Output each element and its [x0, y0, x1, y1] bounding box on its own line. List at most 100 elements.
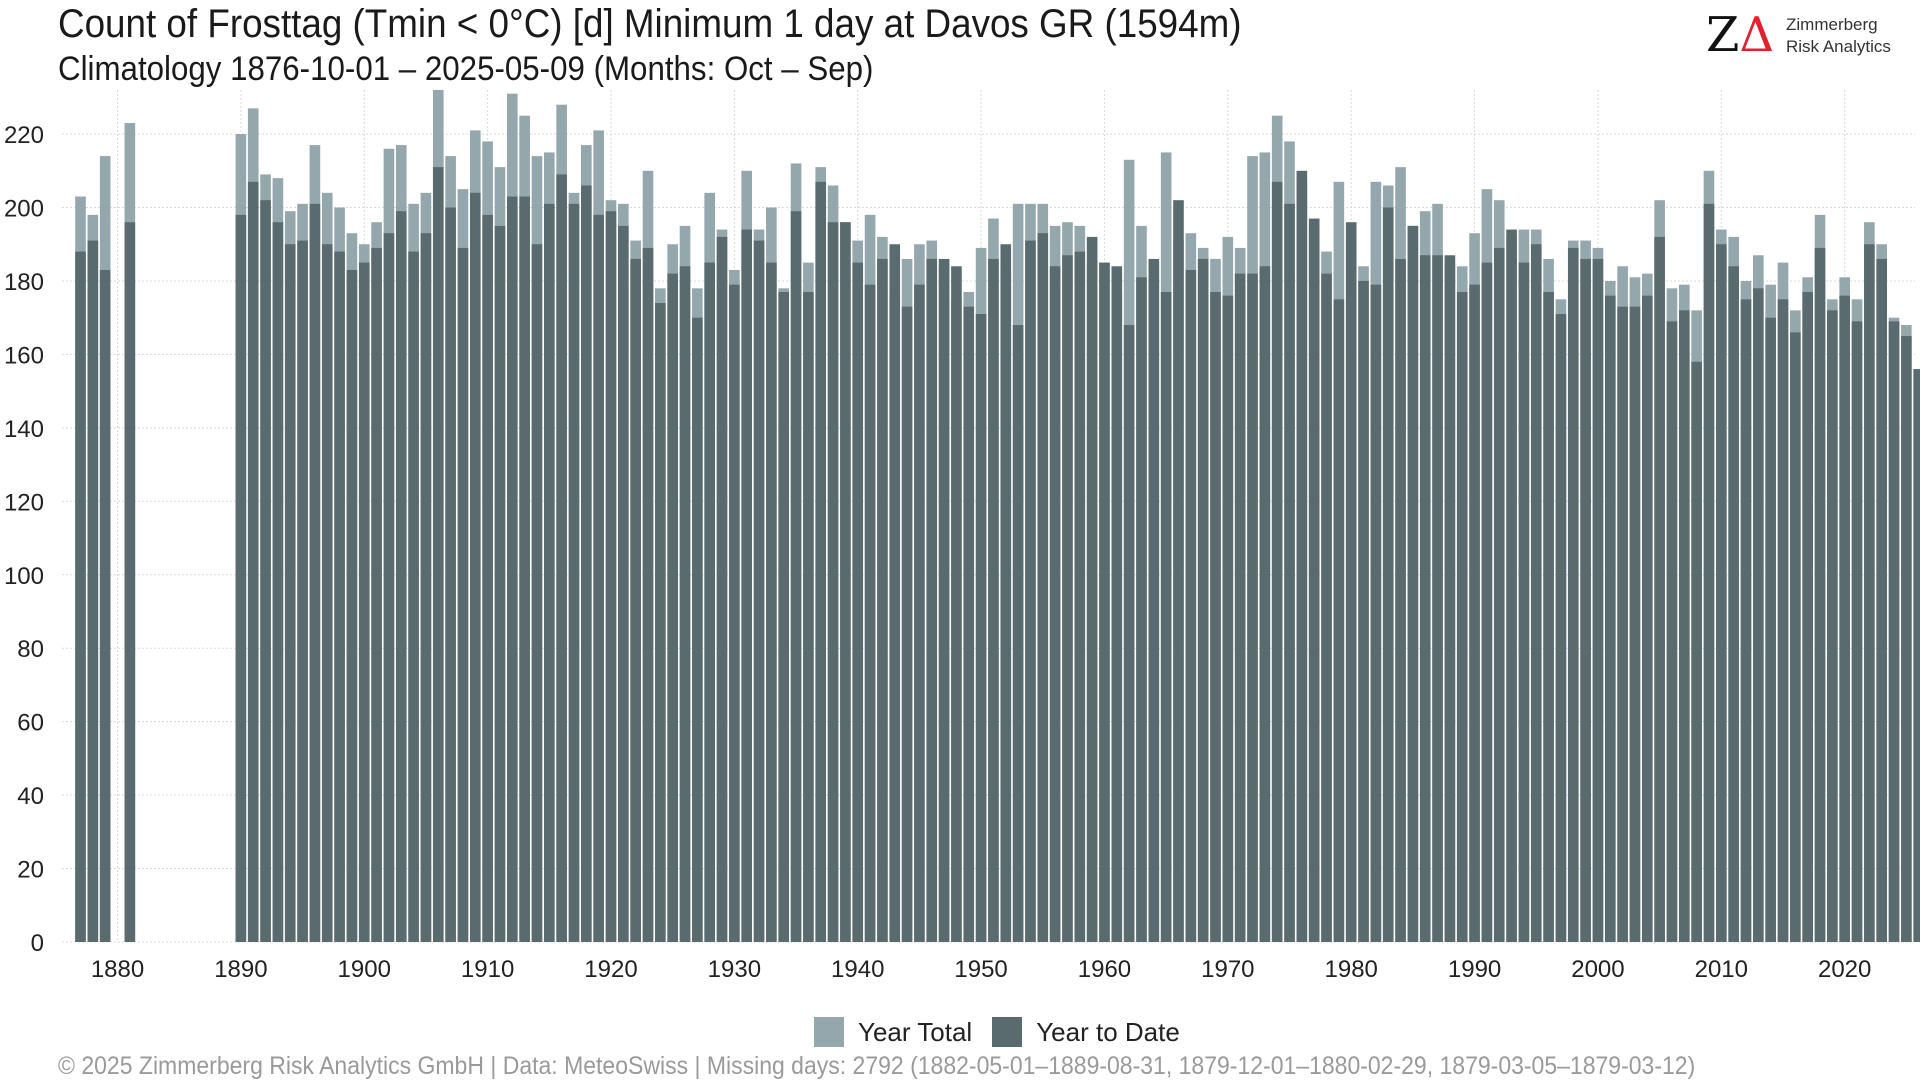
year-to-date-bar: [926, 258, 938, 942]
year-to-date-bar: [556, 174, 567, 942]
year-to-date-bar: [1469, 284, 1480, 942]
y-tick-label: 40: [17, 783, 44, 810]
year-to-date-bar: [1888, 321, 1900, 942]
y-tick-label: 220: [4, 122, 44, 149]
y-tick-label: 140: [4, 416, 44, 443]
y-tick-label: 200: [4, 196, 44, 223]
year-to-date-bar: [1222, 295, 1234, 943]
year-to-date-bar: [420, 233, 432, 943]
y-tick-label: 120: [4, 489, 44, 516]
year-to-date-bar: [482, 214, 493, 943]
year-to-date-bar: [679, 266, 691, 942]
year-to-date-bar: [1481, 262, 1493, 942]
year-to-date-bar: [469, 192, 481, 943]
year-to-date-bar: [1666, 321, 1678, 942]
x-tick-label: 1950: [954, 956, 1007, 983]
year-to-date-bar: [1839, 295, 1850, 943]
year-to-date-bar: [667, 273, 678, 942]
year-to-date-bar: [1025, 240, 1036, 942]
year-to-date-bar: [1740, 299, 1752, 942]
year-to-date-bar: [1345, 222, 1357, 942]
year-to-date-bar: [260, 200, 271, 942]
year-to-date-bar: [1333, 299, 1345, 942]
x-tick-label: 1910: [461, 956, 514, 983]
year-to-date-bar: [1765, 317, 1776, 942]
year-to-date-bar: [963, 306, 975, 942]
year-to-date-bar: [1814, 247, 1826, 942]
year-to-date-bar: [655, 303, 666, 942]
year-to-date-bar: [1197, 258, 1209, 942]
legend-swatch-year-total: [814, 1017, 844, 1047]
year-to-date-bar: [716, 236, 728, 942]
year-to-date-bar: [494, 225, 506, 943]
year-to-date-bar: [432, 167, 444, 942]
year-to-date-bar: [1456, 291, 1468, 942]
year-to-date-bar: [1777, 299, 1789, 942]
year-to-date-bar: [1802, 291, 1813, 942]
year-to-date-bar: [1629, 306, 1641, 942]
year-to-date-bar: [1567, 247, 1579, 942]
x-tick-label: 1880: [91, 956, 144, 983]
year-to-date-bar: [1308, 218, 1320, 942]
year-to-date-bar: [1543, 291, 1554, 942]
year-to-date-bar: [1234, 273, 1246, 942]
year-to-date-bar: [445, 207, 456, 943]
year-to-date-bar: [741, 229, 753, 942]
year-to-date-bar: [1210, 291, 1221, 942]
year-to-date-bar: [642, 247, 654, 942]
x-tick-label: 1980: [1325, 956, 1378, 983]
year-to-date-bar: [827, 222, 839, 942]
year-to-date-bar: [1370, 284, 1382, 942]
year-to-date-bar: [914, 284, 925, 942]
year-to-date-bar: [1518, 262, 1530, 942]
x-tick-label: 1890: [214, 956, 267, 983]
year-to-date-bar: [877, 258, 888, 942]
year-to-date-bar: [1099, 262, 1110, 942]
x-axis-tick-labels: 1880 1890 1900 1910 1920 1930 1940 1950 1960 1970…: [91, 956, 1872, 983]
year-to-date-bar: [852, 262, 864, 942]
year-to-date-bar: [284, 244, 296, 942]
legend-swatch-year-to-date: [992, 1017, 1023, 1047]
year-to-date-bar: [618, 225, 629, 943]
year-to-date-bar: [1580, 258, 1591, 942]
year-to-date-bar: [593, 214, 604, 943]
year-to-date-bar: [692, 317, 703, 942]
year-to-date-bar: [1851, 321, 1863, 942]
x-tick-label: 1960: [1078, 956, 1131, 983]
year-to-date-bar: [1617, 306, 1628, 942]
year-to-date-bar: [346, 269, 358, 943]
year-to-date-bar: [297, 240, 308, 942]
year-to-date-bar: [766, 262, 777, 942]
legend-item-year-total[interactable]: Year Total: [814, 1017, 972, 1048]
year-to-date-bar: [1827, 310, 1838, 942]
year-to-date-bar: [1037, 233, 1049, 943]
year-to-date-bar: [1074, 251, 1086, 943]
year-to-date-bar: [1790, 332, 1801, 943]
year-to-date-bar: [235, 214, 247, 943]
year-to-date-bar: [1358, 280, 1369, 942]
year-to-date-bar: [1062, 255, 1073, 943]
year-to-date-bar: [1321, 273, 1332, 942]
year-to-date-bar: [1444, 255, 1456, 943]
x-tick-label: 1990: [1448, 956, 1501, 983]
year-to-date-bar: [1876, 258, 1887, 942]
year-to-date-bar: [358, 262, 370, 942]
year-to-date-bar: [1284, 203, 1295, 942]
year-to-date-bar: [1173, 200, 1184, 942]
year-to-date-bar: [1678, 310, 1690, 942]
year-to-date-bar: [1086, 236, 1098, 942]
year-to-date-bar: [778, 291, 790, 942]
company-logo: ZΔ Zimmerberg Risk Analytics: [1706, 10, 1906, 60]
year-to-date-bar: [1901, 336, 1912, 942]
legend-item-year-to-date[interactable]: Year to Date: [992, 1017, 1180, 1048]
logo-line-1: Zimmerberg: [1786, 15, 1878, 34]
year-to-date-bar: [272, 222, 284, 942]
year-to-date-bar: [729, 284, 740, 942]
year-to-date-bar: [506, 196, 518, 942]
x-tick-label: 1970: [1201, 956, 1254, 983]
year-to-date-bar: [1271, 181, 1283, 942]
year-to-date-bar: [753, 240, 765, 942]
year-to-date-bar: [889, 244, 901, 942]
year-to-date-bar: [334, 251, 345, 943]
year-to-date-bar: [1728, 266, 1739, 942]
